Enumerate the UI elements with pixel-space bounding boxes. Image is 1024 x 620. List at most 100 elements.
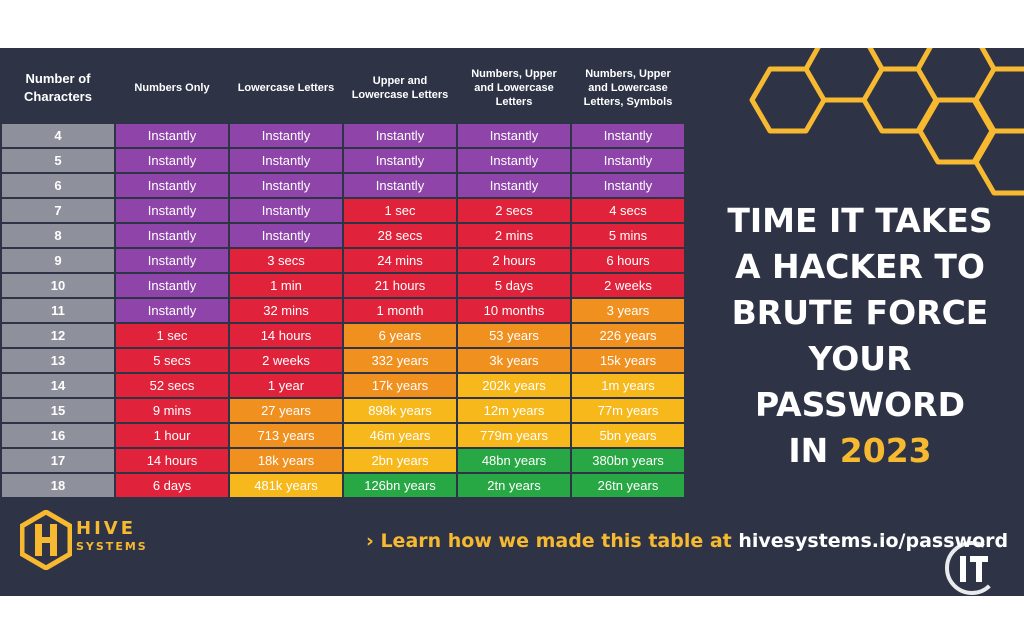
bottom-white-band: [0, 596, 1024, 620]
crack-time-cell: Instantly: [458, 174, 570, 197]
hive-logo-icon: [20, 510, 72, 570]
crack-time-cell: 2tn years: [458, 474, 570, 497]
crack-time-cell: 24 mins: [344, 249, 456, 272]
crack-time-cell: 2 secs: [458, 199, 570, 222]
crack-time-cell: Instantly: [116, 274, 228, 297]
character-count-cell: 6: [2, 174, 114, 197]
character-count-cell: 15: [2, 399, 114, 422]
crack-time-cell: 202k years: [458, 374, 570, 397]
crack-time-cell: 14 hours: [230, 324, 342, 347]
crack-time-cell: 5 mins: [572, 224, 684, 247]
crack-time-cell: 6 years: [344, 324, 456, 347]
crack-time-cell: 779m years: [458, 424, 570, 447]
crack-time-cell: 6 hours: [572, 249, 684, 272]
brute-force-table: Number of Characters Numbers Only Lowercas…: [2, 54, 688, 499]
crack-time-cell: Instantly: [116, 174, 228, 197]
table-row: 18 6 days 481k years 126bn years 2tn years 26…: [2, 474, 688, 497]
honeycomb-decoration: [749, 48, 1024, 196]
character-count-cell: 10: [2, 274, 114, 297]
crack-time-cell: 26tn years: [572, 474, 684, 497]
crack-time-cell: 1 year: [230, 374, 342, 397]
crack-time-cell: Instantly: [458, 149, 570, 172]
honeycomb-cell: [973, 128, 1024, 196]
character-count-cell: 7: [2, 199, 114, 222]
title-prefix: IN: [788, 431, 840, 470]
title-line: A HACKER TO: [735, 247, 985, 286]
title-year: 2023: [839, 431, 932, 470]
table-row: 7 Instantly Instantly 1 sec 2 secs 4 secs: [2, 199, 688, 222]
table-row: 8 Instantly Instantly 28 secs 2 mins 5 mins: [2, 224, 688, 247]
crack-time-cell: 1 month: [344, 299, 456, 322]
column-header: Numbers, Upper and Lowercase Letters: [471, 68, 557, 108]
crack-time-cell: Instantly: [116, 249, 228, 272]
crack-time-cell: 17k years: [344, 374, 456, 397]
crack-time-cell: 27 years: [230, 399, 342, 422]
top-white-band: [0, 0, 1024, 48]
crack-time-cell: Instantly: [572, 174, 684, 197]
crack-time-cell: 9 mins: [116, 399, 228, 422]
crack-time-cell: 18k years: [230, 449, 342, 472]
crack-time-cell: 5 days: [458, 274, 570, 297]
character-count-cell: 12: [2, 324, 114, 347]
crack-time-cell: 332 years: [344, 349, 456, 372]
crack-time-cell: 77m years: [572, 399, 684, 422]
crack-time-cell: 14 hours: [116, 449, 228, 472]
crack-time-cell: 1 sec: [116, 324, 228, 347]
table-row: 17 14 hours 18k years 2bn years 48bn years 38…: [2, 449, 688, 472]
crack-time-cell: 46m years: [344, 424, 456, 447]
footer-link-prefix: › Learn how we made this table at: [366, 530, 739, 552]
crack-time-cell: 3k years: [458, 349, 570, 372]
crack-time-cell: Instantly: [572, 149, 684, 172]
character-count-cell: 9: [2, 249, 114, 272]
character-count-cell: 18: [2, 474, 114, 497]
column-header: Upper and Lowercase Letters: [351, 75, 449, 101]
crack-time-cell: 12m years: [458, 399, 570, 422]
title-line: YOUR: [808, 339, 912, 378]
crack-time-cell: 1 sec: [344, 199, 456, 222]
footer-link[interactable]: › Learn how we made this table at hivesy…: [366, 530, 1008, 552]
crack-time-cell: 2 hours: [458, 249, 570, 272]
honeycomb-cell: [749, 66, 827, 134]
crack-time-cell: 6 days: [116, 474, 228, 497]
crack-time-cell: 5 secs: [116, 349, 228, 372]
character-count-cell: 17: [2, 449, 114, 472]
crack-time-cell: 2 weeks: [572, 274, 684, 297]
crack-time-cell: 52 secs: [116, 374, 228, 397]
crack-time-cell: Instantly: [116, 299, 228, 322]
crack-time-cell: 2bn years: [344, 449, 456, 472]
crack-time-cell: Instantly: [572, 124, 684, 147]
honeycomb-cell: [973, 66, 1024, 134]
logo-word-hive: HIVE: [76, 518, 136, 539]
crack-time-cell: 3 secs: [230, 249, 342, 272]
crack-time-cell: Instantly: [116, 199, 228, 222]
column-header: Numbers Only: [134, 82, 210, 94]
title-line: PASSWORD: [754, 385, 965, 424]
crack-time-cell: Instantly: [116, 224, 228, 247]
table-row: 14 52 secs 1 year 17k years 202k years 1m yea…: [2, 374, 688, 397]
table-row: 15 9 mins 27 years 898k years 12m years 77m y…: [2, 399, 688, 422]
crack-time-cell: 898k years: [344, 399, 456, 422]
table-row: 11 Instantly 32 mins 1 month 10 months 3 year…: [2, 299, 688, 322]
title-line: TIME IT TAKES: [727, 201, 993, 240]
crack-time-cell: 713 years: [230, 424, 342, 447]
crack-time-cell: 10 months: [458, 299, 570, 322]
crack-time-cell: 126bn years: [344, 474, 456, 497]
character-count-cell: 16: [2, 424, 114, 447]
crack-time-cell: Instantly: [344, 174, 456, 197]
crack-time-cell: 2 mins: [458, 224, 570, 247]
crack-time-cell: 226 years: [572, 324, 684, 347]
character-count-cell: 13: [2, 349, 114, 372]
crack-time-cell: 2 weeks: [230, 349, 342, 372]
table-row: 5 Instantly Instantly Instantly Instantly Ins…: [2, 149, 688, 172]
crack-time-cell: Instantly: [344, 124, 456, 147]
character-count-cell: 8: [2, 224, 114, 247]
title-line-year: IN 2023: [696, 428, 1024, 474]
footer-link-url[interactable]: hivesystems.io/password: [738, 530, 1009, 552]
table-row: 9 Instantly 3 secs 24 mins 2 hours 6 hours: [2, 249, 688, 272]
crack-time-cell: 380bn years: [572, 449, 684, 472]
column-header: Lowercase Letters: [237, 82, 335, 94]
crack-time-cell: Instantly: [230, 174, 342, 197]
table-row: 13 5 secs 2 weeks 332 years 3k years 15k year…: [2, 349, 688, 372]
crack-time-cell: 4 secs: [572, 199, 684, 222]
